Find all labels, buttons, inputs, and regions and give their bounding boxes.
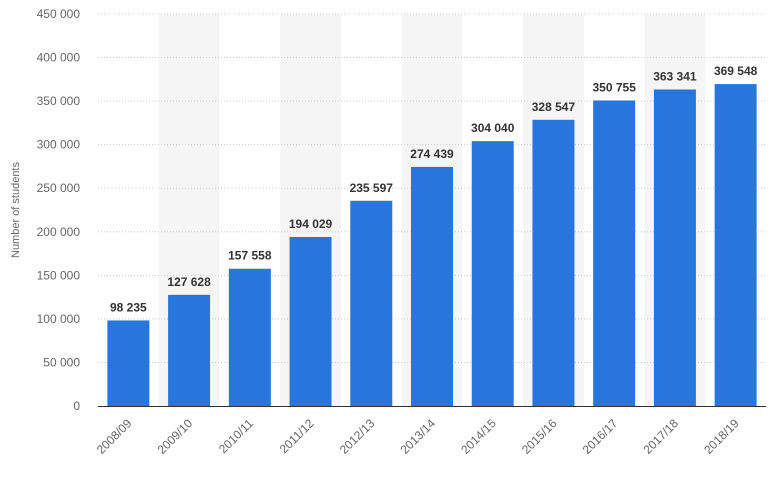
- bar: [653, 89, 696, 406]
- bar: [168, 294, 211, 406]
- y-tick-label: 50 000: [43, 355, 80, 369]
- bar: [107, 320, 150, 406]
- bar: [532, 119, 575, 406]
- y-tick-label: 300 000: [37, 138, 81, 152]
- data-label: 98 235: [110, 300, 147, 314]
- data-label: 235 597: [350, 181, 394, 195]
- y-tick-label: 350 000: [37, 94, 81, 108]
- bars: [107, 84, 757, 406]
- x-tick-label: 2008/09: [94, 416, 135, 457]
- bar: [471, 141, 514, 406]
- data-label: 274 439: [410, 147, 454, 161]
- bar: [350, 200, 393, 406]
- data-label: 328 547: [532, 100, 576, 114]
- data-label: 369 548: [714, 64, 758, 78]
- y-tick-label: 450 000: [37, 7, 81, 21]
- y-tick-label: 200 000: [37, 225, 81, 239]
- x-tick-label: 2015/16: [519, 416, 560, 457]
- data-label: 127 628: [167, 275, 211, 289]
- y-tick-label: 250 000: [37, 181, 81, 195]
- bar: [411, 166, 453, 406]
- x-tick-label: 2018/19: [701, 416, 742, 457]
- y-axis-title: Number of students: [10, 162, 22, 258]
- x-tick-label: 2012/13: [337, 416, 378, 457]
- y-tick-label: 150 000: [37, 268, 81, 282]
- bar: [289, 236, 332, 406]
- x-axis-ticks: 2008/09 2009/10 2010/11 2011/12 2012/13 2013/…: [94, 416, 742, 457]
- x-tick-label: 2013/14: [398, 416, 439, 457]
- x-tick-label: 2016/17: [580, 416, 621, 457]
- bar: [714, 84, 757, 406]
- y-tick-label: 400 000: [37, 51, 81, 65]
- data-label: 350 755: [592, 80, 636, 94]
- data-label: 363 341: [653, 69, 697, 83]
- bar: [593, 100, 636, 406]
- x-tick-label: 2010/11: [216, 416, 256, 456]
- data-label: 194 029: [289, 217, 333, 231]
- y-tick-label: 100 000: [37, 312, 81, 326]
- x-tick-label: 2014/15: [458, 416, 499, 457]
- x-tick-label: 2011/12: [277, 416, 317, 456]
- x-tick-label: 2009/10: [155, 416, 196, 457]
- data-label: 304 040: [471, 121, 515, 135]
- data-labels: 98 235 127 628 157 558 194 029 235 597 274 43…: [110, 64, 758, 314]
- bar: [228, 268, 271, 406]
- y-tick-label: 0: [73, 399, 80, 413]
- y-axis-ticks: 0 50 000 100 000 150 000 200 000 250 000 300 0…: [37, 7, 81, 413]
- x-tick-label: 2017/18: [640, 416, 681, 457]
- data-label: 157 558: [228, 249, 272, 263]
